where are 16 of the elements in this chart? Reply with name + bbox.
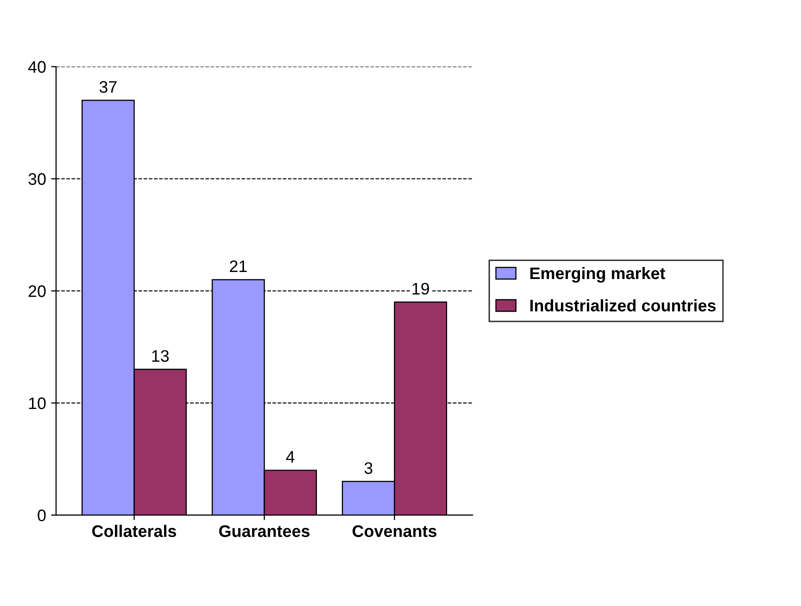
x-tick-label: Covenants (352, 525, 436, 538)
data-label: 21 (230, 260, 247, 272)
y-tick-label: 0 (38, 510, 46, 522)
y-tick-label: 20 (28, 285, 46, 298)
data-label: 3 (364, 462, 372, 474)
data-label: 19 (412, 282, 430, 295)
y-tick-label: 10 (29, 397, 46, 410)
x-tick-label: Guarantees (219, 525, 310, 538)
y-tick-label: 30 (28, 173, 46, 185)
data-label: 13 (152, 350, 169, 362)
x-tick-label: Collaterals (92, 524, 176, 538)
data-label: 4 (286, 451, 295, 463)
data-label: 37 (100, 81, 117, 93)
y-tick-label: 40 (28, 61, 46, 73)
legend-label: Industrialized countries (530, 299, 716, 312)
legend-label: Emerging market (530, 266, 666, 283)
